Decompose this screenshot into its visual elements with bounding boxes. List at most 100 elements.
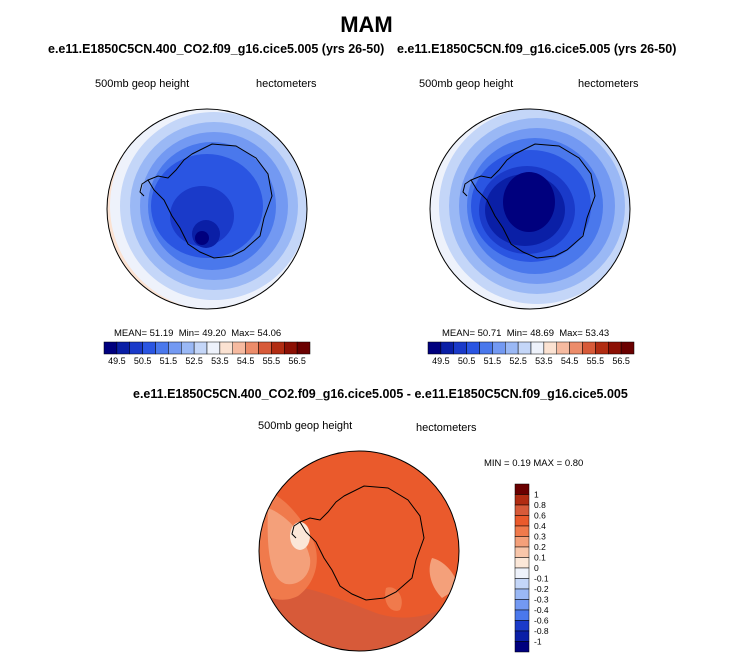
panel2-colorbar-swatch-4 — [479, 341, 493, 355]
panel3-title: e.e11.E1850C5CN.400_CO2.f09_g16.cice5.00… — [133, 387, 628, 401]
panel1-colorbar-tick-label: 53.5 — [211, 356, 229, 366]
panel1-colorbar-swatch-5 — [168, 341, 182, 355]
panel1-colorbar-swatch-6 — [181, 341, 195, 355]
panel3-colorbar-swatch-4 — [514, 525, 530, 537]
panel2-colorbar-swatch-13 — [595, 341, 609, 355]
panel1-colorbar-tick-label: 51.5 — [160, 356, 178, 366]
panel1-colorbar-swatch-1 — [116, 341, 130, 355]
panel2-colorbar: 49.5 50.5 51.5 52.5 53.5 54.5 55.5 56.5 — [427, 341, 635, 366]
panel1-colorbar-tick-label: 54.5 — [237, 356, 255, 366]
panel3-colorbar-tick-label: 0.1 — [534, 553, 546, 563]
panel1-colorbar-tick-label: 52.5 — [185, 356, 203, 366]
panel3-colorbar-swatch-13 — [514, 620, 530, 632]
panel1-mean-value: 51.19 — [149, 328, 174, 339]
panel2-title: e.e11.E1850C5CN.f09_g16.cice5.005 (yrs 2… — [397, 42, 677, 56]
panel3-colorbar-tick-label: -0.4 — [534, 605, 549, 615]
panel1-colorbar-swatch-9 — [219, 341, 233, 355]
panel2-colorbar-tick-label: 51.5 — [484, 356, 502, 366]
panel3-colorbar-swatch-3 — [514, 515, 530, 527]
panel3-colorbar-swatch-0 — [514, 483, 530, 495]
panel1-max-label: Max= — [231, 328, 255, 339]
panel3-units-label: hectometers — [416, 422, 477, 434]
panel1-colorbar-swatch-0 — [103, 341, 118, 355]
panel1-colorbar-swatch-2 — [129, 341, 143, 355]
panel3-colorbar-tick-label: 0 — [534, 563, 539, 573]
panel2-min-label: Min= — [506, 328, 528, 339]
panel2-colorbar-swatch-5 — [492, 341, 506, 355]
panel1-stats: MEAN= 51.19 Min= 49.20 Max= 54.06 — [114, 328, 281, 339]
panel2-polar-map — [429, 108, 631, 310]
panel3-colorbar-tick-label: 0.8 — [534, 500, 546, 510]
panel2-colorbar-tick-label: 49.5 — [432, 356, 450, 366]
panel1-colorbar-tick-label: 55.5 — [263, 356, 281, 366]
panel2-colorbar-swatch-10 — [556, 341, 570, 355]
panel3-contour-fill — [259, 451, 459, 651]
panel2-contour-fill — [430, 109, 630, 309]
panel3-colorbar-tick-label: -0.6 — [534, 616, 549, 626]
panel1-colorbar-swatch-15 — [296, 341, 311, 355]
panel1-colorbar-tick-label: 50.5 — [134, 356, 152, 366]
panel3-colorbar-swatch-2 — [514, 504, 530, 516]
panel1-colorbar-swatch-3 — [142, 341, 156, 355]
panel3-colorbar-tick-label: 0.2 — [534, 542, 546, 552]
panel2-colorbar-tick-label: 54.5 — [561, 356, 579, 366]
panel3-colorbar-tick-label: 1 — [534, 490, 539, 500]
panel3-colorbar-swatch-11 — [514, 599, 530, 611]
panel1-colorbar-swatch-7 — [193, 341, 208, 355]
panel1-colorbar-tick-label: 49.5 — [108, 356, 126, 366]
panel3-colorbar-swatch-10 — [514, 588, 530, 600]
panel2-colorbar-swatch-1 — [440, 341, 454, 355]
panel2-max-label: Max= — [559, 328, 583, 339]
panel3-colorbar: 10.80.60.40.30.20.10-0.1-0.2-0.3-0.4-0.6… — [514, 483, 549, 653]
panel1-polar-map — [106, 108, 308, 310]
panel1-map-border — [106, 108, 308, 310]
panel3-max-label: MAX = — [533, 458, 563, 469]
panel3-map-border — [258, 450, 460, 652]
panel1-colorbar-tick-label: 56.5 — [288, 356, 306, 366]
panel2-colorbar-swatch-6 — [505, 341, 519, 355]
panel3-colorbar-tick-label: -0.8 — [534, 626, 549, 636]
panel3-colorbar-swatch-9 — [514, 578, 530, 590]
panel1-antarctica-coastline — [147, 143, 273, 259]
panel1-contour-fill — [107, 109, 307, 309]
panel2-colorbar-tick-label: 50.5 — [458, 356, 476, 366]
panel2-colorbar-swatch-7 — [517, 341, 532, 355]
panel1-max-value: 54.06 — [257, 328, 282, 339]
panel3-colorbar-swatch-1 — [514, 494, 530, 506]
panel2-mean-label: MEAN= — [442, 328, 475, 339]
panel3-colorbar-tick-label: 0.6 — [534, 511, 546, 521]
panel2-colorbar-swatch-11 — [569, 341, 583, 355]
panel3-colorbar-swatch-7 — [514, 557, 530, 569]
panel2-map-border — [429, 108, 631, 310]
panel2-colorbar-tick-label: 55.5 — [587, 356, 605, 366]
panel3-colorbar-swatch-12 — [514, 609, 530, 621]
panel3-colorbar-swatch-8 — [514, 567, 530, 579]
panel3-min-value: 0.19 — [512, 458, 531, 469]
panel1-colorbar-swatch-14 — [284, 341, 298, 355]
panel3-max-value: 0.80 — [564, 458, 584, 469]
panel2-colorbar-swatch-3 — [466, 341, 480, 355]
panel3-colorbar-tick-label: -0.3 — [534, 595, 549, 605]
panel2-colorbar-swatch-9 — [543, 341, 557, 355]
panel2-colorbar-swatch-2 — [453, 341, 467, 355]
panel2-units-label: hectometers — [578, 78, 639, 90]
panel3-colorbar-swatch-5 — [514, 536, 530, 548]
panel1-title: e.e11.E1850C5CN.400_CO2.f09_g16.cice5.00… — [48, 42, 385, 56]
panel3-colorbar-tick-label: -0.2 — [534, 584, 549, 594]
panel3-colorbar-tick-label: 0.3 — [534, 532, 546, 542]
panel2-variable-label: 500mb geop height — [419, 78, 514, 90]
panel2-min-value: 48.69 — [530, 328, 554, 339]
panel3-colorbar-tick-label: -1 — [534, 637, 542, 647]
panel2-colorbar-swatch-15 — [620, 341, 635, 355]
panel3-colorbar-tick-label: -0.1 — [534, 574, 549, 584]
panel3-colorbar-tick-label: 0.4 — [534, 521, 546, 531]
panel2-colorbar-tick-label: 53.5 — [535, 356, 553, 366]
panel1-colorbar-swatch-11 — [245, 341, 259, 355]
panel3-stats: MIN = 0.19 MAX = 0.80 — [484, 458, 583, 469]
panel2-colorbar-tick-label: 56.5 — [612, 356, 630, 366]
panel2-colorbar-tick-label: 52.5 — [509, 356, 527, 366]
figure-title: MAM — [340, 12, 393, 37]
panel2-colorbar-swatch-12 — [582, 341, 596, 355]
panel3-variable-label: 500mb geop height — [258, 420, 353, 432]
panel3-polar-map — [258, 450, 460, 652]
